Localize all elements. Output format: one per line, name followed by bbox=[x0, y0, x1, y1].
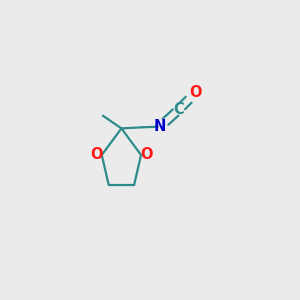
Text: C: C bbox=[174, 102, 184, 117]
Text: O: O bbox=[190, 85, 202, 100]
Text: O: O bbox=[140, 146, 152, 161]
Text: O: O bbox=[90, 146, 103, 161]
Text: N: N bbox=[154, 119, 166, 134]
